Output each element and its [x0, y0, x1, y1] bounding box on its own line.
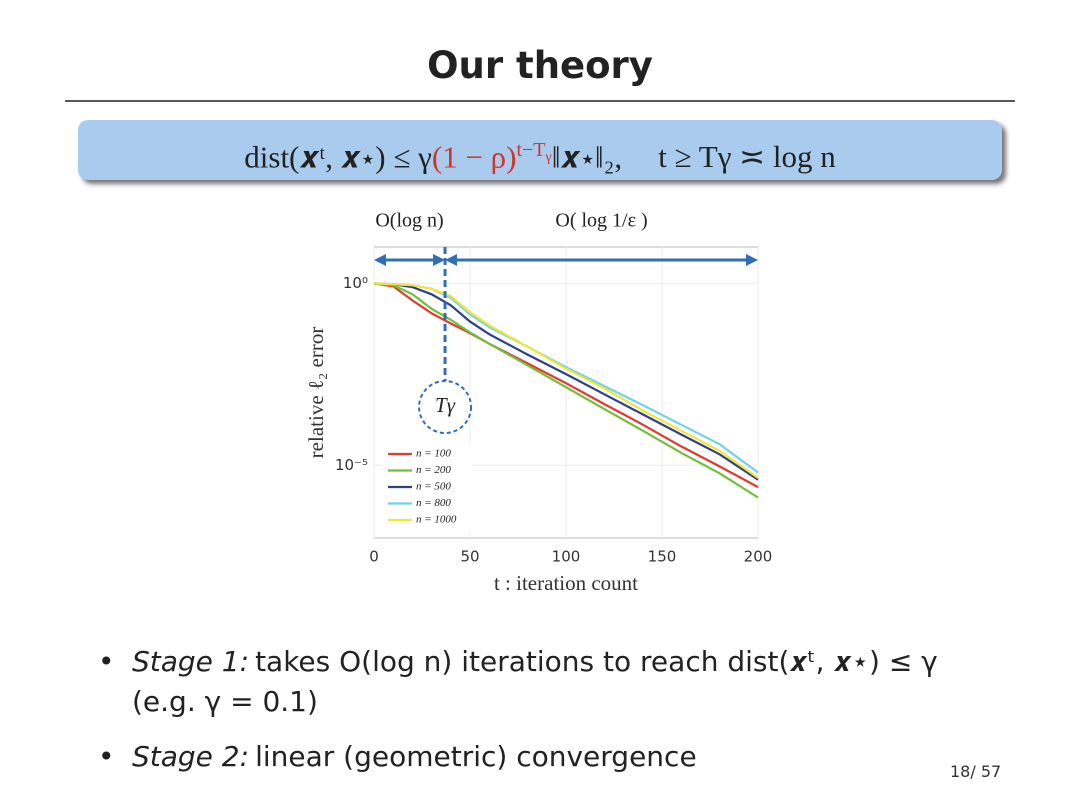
arrow-head — [374, 254, 386, 266]
formula-box — [78, 120, 1002, 180]
bullet-label: Stage 1: — [132, 645, 250, 678]
bullet-text: takes O(log n) iterations to reach dist(… — [132, 645, 938, 718]
legend-label: n = 1000 — [416, 514, 457, 526]
bullet-dot: • — [98, 740, 115, 773]
formula-exponent-sub: γ — [545, 150, 552, 165]
series-line — [373, 282, 759, 481]
bullet: • Stage 2: linear (geometric) convergence — [98, 737, 960, 777]
formula-exponent: t−T — [516, 139, 546, 161]
bullet-text: linear (geometric) convergence — [255, 740, 697, 773]
annotation-circle — [418, 380, 473, 434]
x-tick-label: 0 — [369, 548, 379, 566]
arrow-head — [445, 254, 458, 266]
legend-label: n = 200 — [416, 464, 451, 476]
legend-label: n = 800 — [416, 497, 451, 509]
formula-part: ‖𝒙⋆‖₂, — [551, 139, 623, 175]
page-number: 18/ 57 — [950, 762, 1002, 781]
formula-part: dist(𝒙ᵗ, 𝒙⋆) ≤ γ — [244, 139, 432, 175]
formula: dist(𝒙ᵗ, 𝒙⋆) ≤ γ(1 − ρ)t−Tγ‖𝒙⋆‖₂, t ≥ Tγ … — [78, 120, 1002, 180]
arrow-head — [746, 254, 758, 266]
series-line — [373, 282, 759, 479]
arrow-head — [433, 254, 446, 266]
x-tick-label: 200 — [744, 548, 773, 566]
annotation-label: Tγ — [435, 393, 456, 417]
stage-label: O( log 1/ε ) — [555, 210, 647, 232]
legend-label: n = 500 — [416, 481, 451, 493]
x-tick-label: 50 — [460, 548, 479, 566]
y-tick-label: 10⁰ — [343, 274, 368, 292]
x-tick-label: 150 — [648, 548, 677, 566]
y-tick-label: 10⁻⁵ — [335, 456, 368, 474]
y-axis-label: relative ℓ₂ error — [304, 327, 328, 459]
legend-label: n = 100 — [416, 448, 451, 460]
slide-title: Our theory — [427, 44, 653, 87]
formula-part: (1 − ρ) — [431, 139, 517, 175]
bullet-dot: • — [98, 645, 115, 678]
bullet-label: Stage 2: — [132, 740, 250, 773]
x-tick-label: 100 — [552, 548, 581, 566]
formula-condition: t ≥ Tγ ≍ log n — [658, 139, 836, 175]
bullet: • Stage 1: takes O(log n) iterations to re… — [98, 642, 960, 722]
x-axis-label: t : iteration count — [494, 571, 638, 595]
series-line — [373, 282, 759, 499]
stage-label: O(log n) — [375, 210, 443, 232]
